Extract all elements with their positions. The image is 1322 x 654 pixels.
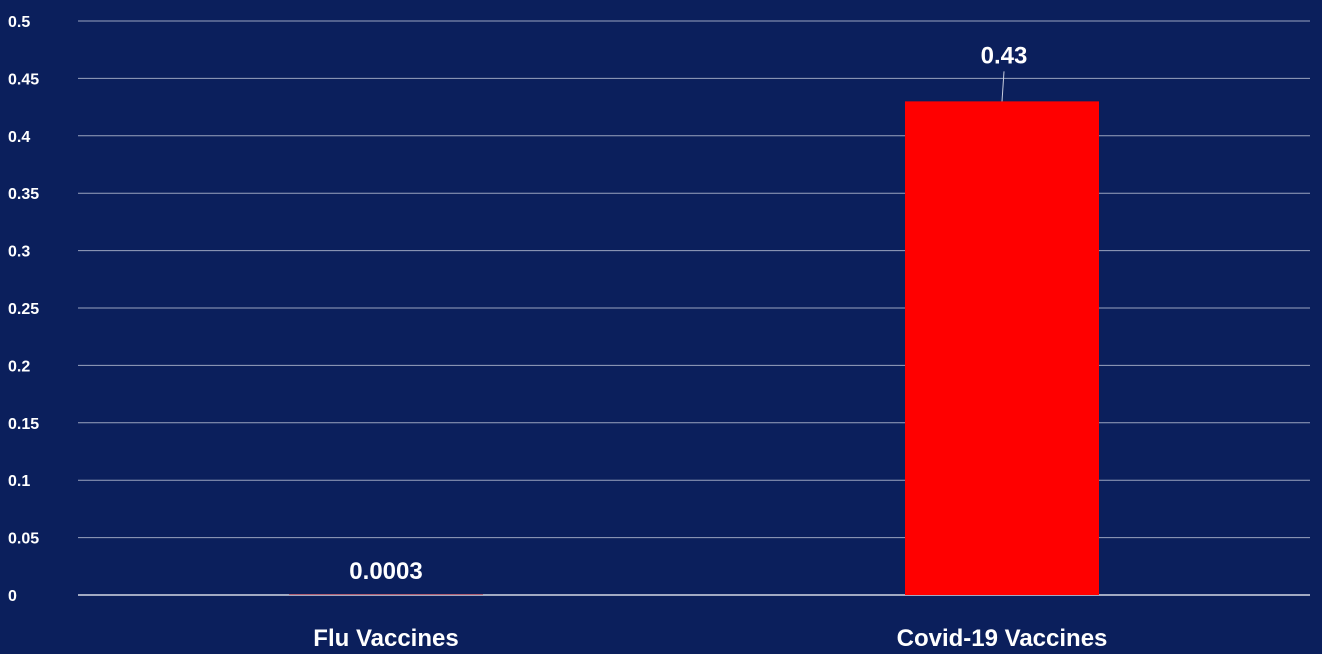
bars (289, 101, 1099, 596)
data-label: 0.0003 (349, 558, 422, 585)
data-labels: 0.0003 0.43 (349, 42, 1027, 585)
x-category-label: Covid-19 Vaccines (897, 625, 1108, 652)
bar (905, 101, 1099, 596)
y-tick-label: 0.2 (8, 358, 30, 375)
data-label: 0.43 (981, 42, 1028, 69)
y-tick-label: 0.15 (8, 416, 39, 433)
x-category-label: Flu Vaccines (313, 625, 458, 652)
y-tick-label: 0.45 (8, 71, 39, 88)
x-axis-categories: Flu Vaccines Covid-19 Vaccines (313, 625, 1107, 652)
y-tick-label: 0.05 (8, 531, 39, 548)
gridlines (78, 20, 1310, 596)
y-tick-label: 0 (8, 588, 17, 605)
y-axis-ticks: 0 0.05 0.1 0.15 0.2 0.25 0.3 0.35 0.4 0.45 0.5 (8, 14, 39, 605)
y-tick-label: 0.1 (8, 473, 30, 490)
y-tick-label: 0.5 (8, 14, 30, 31)
y-tick-label: 0.3 (8, 244, 30, 261)
data-label-leader-line (1001, 71, 1005, 102)
y-tick-label: 0.35 (8, 186, 39, 203)
y-tick-label: 0.4 (8, 129, 30, 146)
y-tick-label: 0.25 (8, 301, 39, 318)
